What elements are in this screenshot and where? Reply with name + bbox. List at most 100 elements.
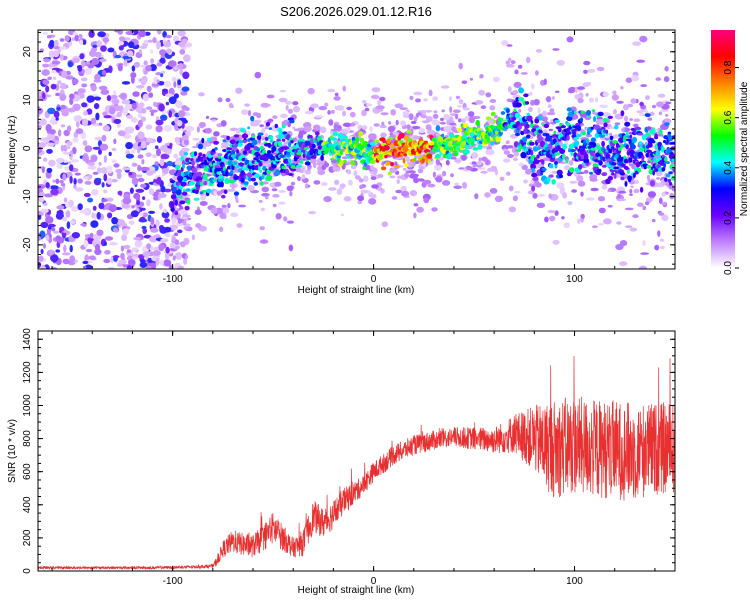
ridge-blob xyxy=(289,119,295,124)
halo-blob xyxy=(583,69,588,74)
halo-blob xyxy=(416,206,424,213)
noise-blob xyxy=(118,45,124,51)
halo-blob xyxy=(247,184,255,192)
noise-blob xyxy=(180,147,190,152)
noise-blob xyxy=(159,203,163,210)
halo-blob xyxy=(614,122,621,126)
halo-blob xyxy=(629,193,633,196)
noise-blob xyxy=(139,261,148,268)
noise-blob xyxy=(53,76,57,80)
ridge-blob xyxy=(544,142,549,149)
ridge-blob xyxy=(664,161,670,164)
halo-blob xyxy=(617,198,626,202)
spectrogram-frame xyxy=(37,29,676,270)
halo-blob xyxy=(336,188,343,195)
ridge-blob xyxy=(206,178,210,182)
noise-blob xyxy=(150,58,155,64)
noise-blob xyxy=(45,216,54,224)
noise-blob xyxy=(48,159,56,167)
halo-blob xyxy=(402,111,410,115)
ridge-blob xyxy=(355,136,360,142)
halo-blob xyxy=(552,239,560,245)
noise-blob xyxy=(103,241,107,246)
noise-blob xyxy=(102,111,108,116)
ridge-blob xyxy=(258,176,263,182)
ridge-blob xyxy=(235,164,240,169)
halo-blob xyxy=(362,99,367,104)
halo-blob xyxy=(477,167,486,170)
halo-blob xyxy=(611,94,619,101)
halo-blob xyxy=(340,128,349,134)
y-tick-label: 10 xyxy=(22,94,33,106)
noise-blob xyxy=(164,218,171,223)
ridge-blob xyxy=(285,168,290,176)
halo-blob xyxy=(659,238,665,242)
ridge-blob xyxy=(313,153,317,159)
noise-blob xyxy=(60,183,66,187)
ridge-blob xyxy=(265,174,273,182)
halo-blob xyxy=(548,193,553,199)
noise-blob xyxy=(38,261,42,269)
noise-blob xyxy=(134,239,143,248)
noise-blob xyxy=(180,91,188,96)
noise-blob xyxy=(55,157,65,164)
noise-blob xyxy=(91,189,99,196)
ridge-blob xyxy=(196,171,203,177)
ridge-blob xyxy=(320,154,324,161)
halo-blob xyxy=(535,49,543,53)
ridge-blob xyxy=(307,134,313,140)
noise-blob xyxy=(131,205,135,209)
ridge-blob xyxy=(188,181,195,186)
halo-blob xyxy=(379,125,387,129)
ridge-blob xyxy=(585,158,590,164)
halo-blob xyxy=(432,113,439,119)
halo-blob xyxy=(528,92,533,96)
halo-blob xyxy=(535,182,542,188)
halo-blob xyxy=(358,178,364,183)
halo-blob xyxy=(591,225,598,229)
halo-blob xyxy=(205,127,212,134)
halo-blob xyxy=(404,172,410,178)
halo-blob xyxy=(514,69,519,75)
halo-blob xyxy=(431,207,438,212)
halo-blob xyxy=(665,113,669,117)
noise-blob xyxy=(69,93,75,100)
noise-blob xyxy=(160,73,164,78)
ridge-blob xyxy=(448,152,452,159)
x-tick-label: 100 xyxy=(566,576,583,587)
ridge-blob xyxy=(342,135,346,139)
noise-blob xyxy=(155,257,160,266)
halo-blob xyxy=(375,105,385,110)
noise-blob xyxy=(57,209,64,217)
noise-blob xyxy=(46,35,52,39)
noise-blob xyxy=(140,77,147,86)
ridge-blob xyxy=(264,136,269,141)
ridge-blob xyxy=(205,188,212,194)
noise-blob xyxy=(51,227,56,232)
halo-blob xyxy=(435,158,440,166)
ridge-blob xyxy=(523,93,529,98)
noise-blob xyxy=(160,185,166,193)
noise-blob xyxy=(65,75,74,80)
halo-blob xyxy=(173,153,179,159)
noise-blob xyxy=(107,212,113,219)
noise-blob xyxy=(155,178,162,184)
halo-blob xyxy=(665,101,672,105)
noise-blob xyxy=(82,155,90,162)
noise-blob xyxy=(145,124,153,130)
halo-blob xyxy=(238,204,247,208)
ridge-blob xyxy=(257,134,262,141)
halo-blob xyxy=(607,189,612,192)
noise-blob xyxy=(183,226,188,230)
noise-blob xyxy=(168,110,172,118)
ridge-blob xyxy=(601,140,605,147)
ridge-blob xyxy=(175,164,180,171)
halo-blob xyxy=(409,190,417,197)
halo-blob xyxy=(433,110,438,114)
noise-blob xyxy=(38,90,42,98)
ridge-blob xyxy=(490,111,496,117)
noise-blob xyxy=(118,40,124,46)
noise-blob xyxy=(40,221,49,229)
noise-blob xyxy=(123,244,131,250)
